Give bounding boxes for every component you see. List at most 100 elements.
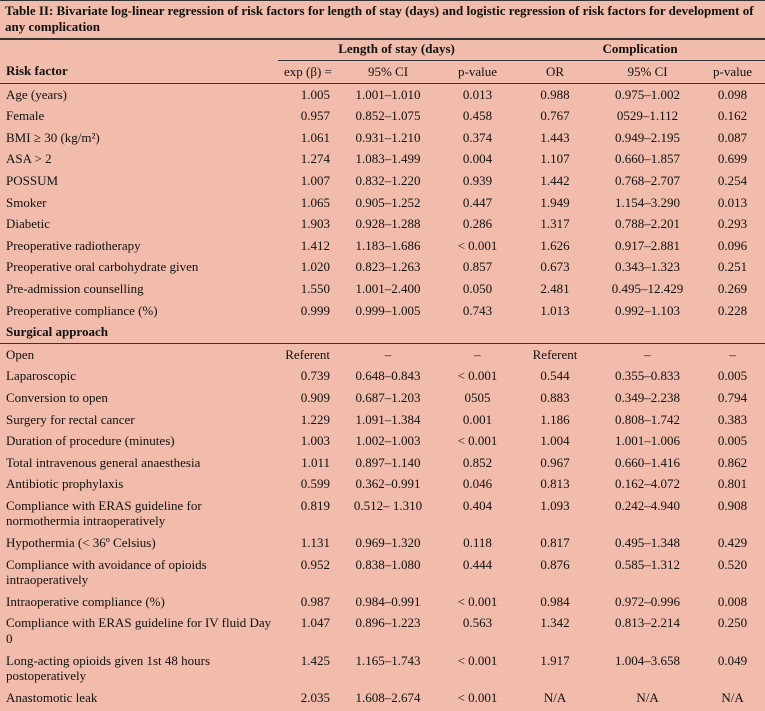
cell: 0.794 [717, 389, 748, 405]
cell: 0.046 [462, 476, 493, 492]
cell: 0.429 [717, 535, 748, 551]
cell: < 0.001 [457, 689, 498, 705]
cell: 0.404 [462, 497, 493, 513]
cell: 0.909 [300, 389, 330, 405]
row-label: Intraoperative compliance (%) [6, 593, 165, 609]
table-row: Diabetic 1.903 0.928–1.288 0.286 1.317 0.788–… [0, 213, 765, 235]
cell: 1.412 [300, 237, 330, 253]
table-row: Compliance with ERAS guideline for IV fl… [0, 612, 765, 649]
cell: 0.838–1.080 [355, 556, 421, 572]
column-header: p-value [700, 60, 765, 84]
cell: 0.768–2.707 [615, 172, 681, 188]
cell: 0.992–1.103 [615, 302, 681, 318]
section-row: Surgical approach [0, 321, 765, 344]
cell: 0.563 [462, 615, 493, 631]
cell: 1.020 [300, 259, 330, 275]
cell: N/A [636, 689, 659, 705]
cell: 0.969–1.320 [355, 535, 421, 551]
cell: 1.002–1.003 [355, 433, 421, 449]
cell: 1.107 [540, 151, 570, 167]
column-header: 95% CI [336, 60, 440, 84]
cell: 0.999 [300, 302, 330, 318]
cell: 0.049 [717, 652, 748, 668]
cell: 0.673 [540, 259, 570, 275]
cell: 1.949 [540, 194, 570, 210]
cell: 1.091–1.384 [355, 411, 421, 427]
cell: 1.183–1.686 [355, 237, 421, 253]
table-title: Table II: Bivariate log-linear regressio… [0, 0, 765, 40]
cell: 1.342 [540, 615, 570, 631]
cell: 1.154–3.290 [615, 194, 681, 210]
cell: 1.005 [300, 86, 330, 102]
table-row: Open Referent – – Referent – – [0, 343, 765, 365]
cell: 0.905–1.252 [355, 194, 421, 210]
cell: 1.626 [540, 237, 570, 253]
table-row: Female 0.957 0.852–1.075 0.458 0.767 0529–1.1… [0, 105, 765, 127]
row-label: POSSUM [6, 172, 59, 188]
table-row: Age (years) 1.005 1.001–1.010 0.013 0.988 0.9… [0, 83, 765, 105]
row-label: Laparoscopic [6, 368, 77, 384]
cell: 0.001 [462, 411, 493, 427]
cell: 0.374 [462, 129, 493, 145]
cell: 0.862 [717, 454, 748, 470]
cell: 1.001–1.010 [355, 86, 421, 102]
cell: 0.857 [462, 259, 493, 275]
cell: 0.939 [462, 172, 493, 188]
cell: 0.957 [300, 108, 330, 124]
cell: 0.162 [717, 108, 748, 124]
cell: 0.739 [300, 368, 330, 384]
cell: 1.007 [300, 172, 330, 188]
cell: 0.013 [462, 86, 493, 102]
table-row: Intraoperative compliance (%) 0.987 0.984–… [0, 591, 765, 613]
cell: 0.819 [300, 497, 330, 513]
table: Length of stay (days) Complication Risk … [0, 40, 765, 708]
cell: 0.512– 1.310 [353, 497, 423, 513]
cell: – [729, 346, 736, 362]
cell: 1.001–2.400 [355, 280, 421, 296]
cell: 0.788–2.201 [615, 216, 681, 232]
cell: 1.550 [300, 280, 330, 296]
cell: 1.608–2.674 [355, 689, 421, 705]
table-row: Duration of procedure (minutes) 1.003 1.00… [0, 430, 765, 452]
cell: 0.999–1.005 [355, 302, 421, 318]
cell: 1.083–1.499 [355, 151, 421, 167]
cell: 0.242–4.940 [615, 497, 681, 513]
cell: 0.087 [717, 129, 748, 145]
cell: 0.254 [717, 172, 748, 188]
cell: 0.975–1.002 [615, 86, 681, 102]
cell: 0.883 [540, 389, 570, 405]
row-label: Hypothermia (< 36º Celsius) [6, 535, 156, 551]
cell: 1.425 [300, 652, 330, 668]
cell: 0.520 [717, 556, 748, 572]
cell: 0.687–1.203 [355, 389, 421, 405]
table-row: Hypothermia (< 36º Celsius) 1.131 0.969–1.… [0, 532, 765, 554]
row-label: Compliance with ERAS guideline for normo… [6, 497, 202, 529]
cell: 0.813–2.214 [615, 615, 681, 631]
cell: 0.660–1.416 [615, 454, 681, 470]
row-label: BMI ≥ 30 (kg/m²) [6, 129, 100, 145]
group-header-row: Length of stay (days) Complication [0, 40, 765, 61]
cell: 0.269 [717, 280, 748, 296]
cell: 0.251 [717, 259, 748, 275]
row-label: Anastomotic leak [6, 689, 98, 705]
cell: 0.228 [717, 302, 748, 318]
row-label: ASA > 2 [6, 151, 52, 167]
cell: 1.229 [300, 411, 330, 427]
cell: < 0.001 [457, 433, 498, 449]
cell: 0.096 [717, 237, 748, 253]
cell: 1.003 [300, 433, 330, 449]
table-row: Conversion to open 0.909 0.687–1.203 0505 0.… [0, 387, 765, 409]
row-label: Smoker [6, 194, 47, 210]
column-header: p-value [440, 60, 516, 84]
row-label: Pre-admission counselling [6, 280, 144, 296]
blank [0, 40, 278, 60]
cell: 0.852–1.075 [355, 108, 421, 124]
row-label: Age (years) [6, 86, 67, 102]
cell: 1.093 [540, 497, 570, 513]
row-label: Total intravenous general anaesthesia [6, 454, 201, 470]
table-row: Preoperative radiotherapy 1.412 1.183–1.68… [0, 235, 765, 257]
cell: 0.908 [717, 497, 748, 513]
section-header: Surgical approach [0, 321, 765, 344]
row-label: Female [6, 108, 45, 124]
